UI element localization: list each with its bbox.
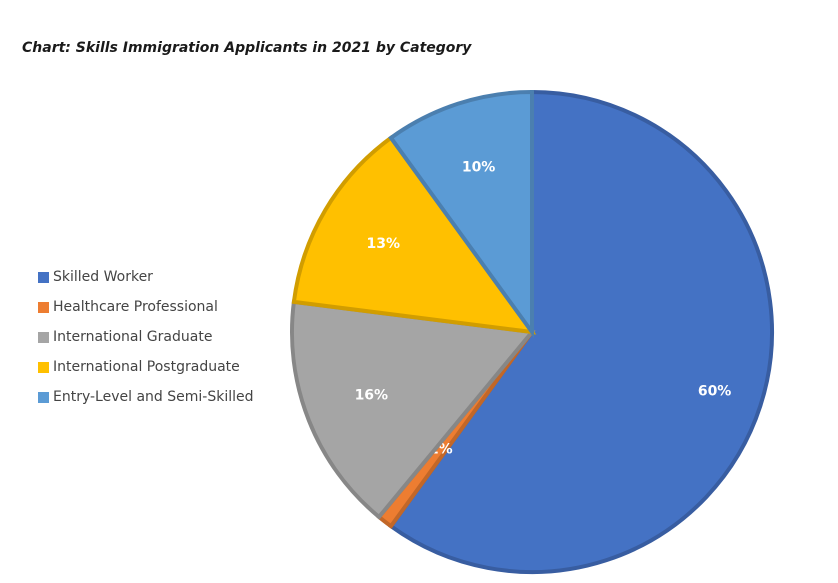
legend-swatch-entry-level-semi-skilled: [38, 391, 49, 403]
pie-slice-international-graduate: [290, 299, 536, 520]
legend-label-skilled-worker: Skilled Worker: [53, 269, 153, 285]
legend-item-skilled-worker: Skilled Worker: [38, 262, 254, 292]
data-label-international-graduate: 16%: [355, 388, 389, 404]
legend-swatch-international-graduate: [38, 331, 49, 343]
legend-label-international-postgraduate: International Postgraduate: [53, 359, 240, 375]
legend-item-entry-level-semi-skilled: Entry-Level and Semi-Skilled: [38, 382, 254, 412]
chart-title: Chart: Skills Immigration Applicants in …: [22, 40, 472, 56]
legend-swatch-healthcare-professional: [38, 301, 49, 313]
data-label-skilled-worker: 60%: [698, 383, 732, 399]
pie-slice-international-postgraduate: [291, 135, 537, 335]
pie-slice-skilled-worker: [388, 89, 774, 574]
data-label-international-postgraduate: 13%: [367, 236, 401, 252]
legend-swatch-skilled-worker: [38, 271, 49, 283]
legend-label-international-graduate: International Graduate: [53, 329, 213, 345]
legend-item-healthcare-professional: Healthcare Professional: [38, 292, 254, 322]
pie-slice-entry-level-and-semi-skilled: [388, 89, 534, 339]
legend: Skilled Worker Healthcare Professional I…: [38, 262, 254, 412]
legend-item-international-graduate: International Graduate: [38, 322, 254, 352]
legend-label-entry-level-semi-skilled: Entry-Level and Semi-Skilled: [53, 389, 254, 405]
legend-label-healthcare-professional: Healthcare Professional: [53, 299, 218, 315]
data-label-entry-level-and-semi-skilled: 10%: [462, 160, 496, 176]
legend-swatch-international-postgraduate: [38, 361, 49, 373]
legend-item-international-postgraduate: International Postgraduate: [38, 352, 254, 382]
